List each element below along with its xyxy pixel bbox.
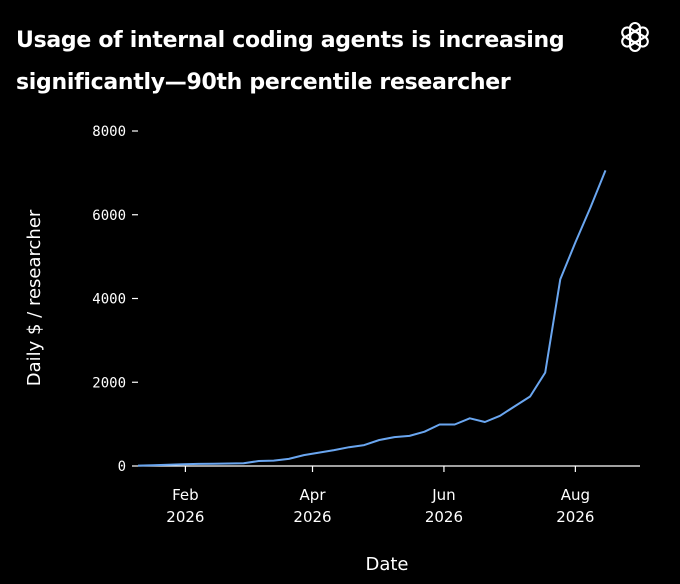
x-tick-label: Apr 2026: [293, 486, 331, 526]
x-axis: Feb 2026 Apr 2026 Jun 2026 Aug 2026: [166, 466, 594, 526]
y-tick-label: 0: [118, 459, 126, 475]
y-tick-label: 2000: [92, 375, 126, 391]
x-tick-label: Feb 2026: [166, 486, 204, 526]
y-tick-label: 6000: [92, 208, 126, 224]
y-tick-label: 8000: [92, 124, 126, 140]
x-axis-label: Date: [365, 554, 408, 575]
y-tick-label: 4000: [92, 292, 126, 308]
x-tick-label: Jun 2026: [425, 486, 463, 526]
openai-logo-icon: [621, 21, 649, 53]
series-line: [137, 170, 607, 467]
x-tick-label: Aug 2026: [556, 486, 594, 526]
y-axis: 0 2000 4000 6000 8000: [92, 124, 138, 475]
chart-title: Usage of internal coding agents is incre…: [16, 28, 565, 95]
y-axis-label: Daily $ / researcher: [24, 209, 45, 386]
